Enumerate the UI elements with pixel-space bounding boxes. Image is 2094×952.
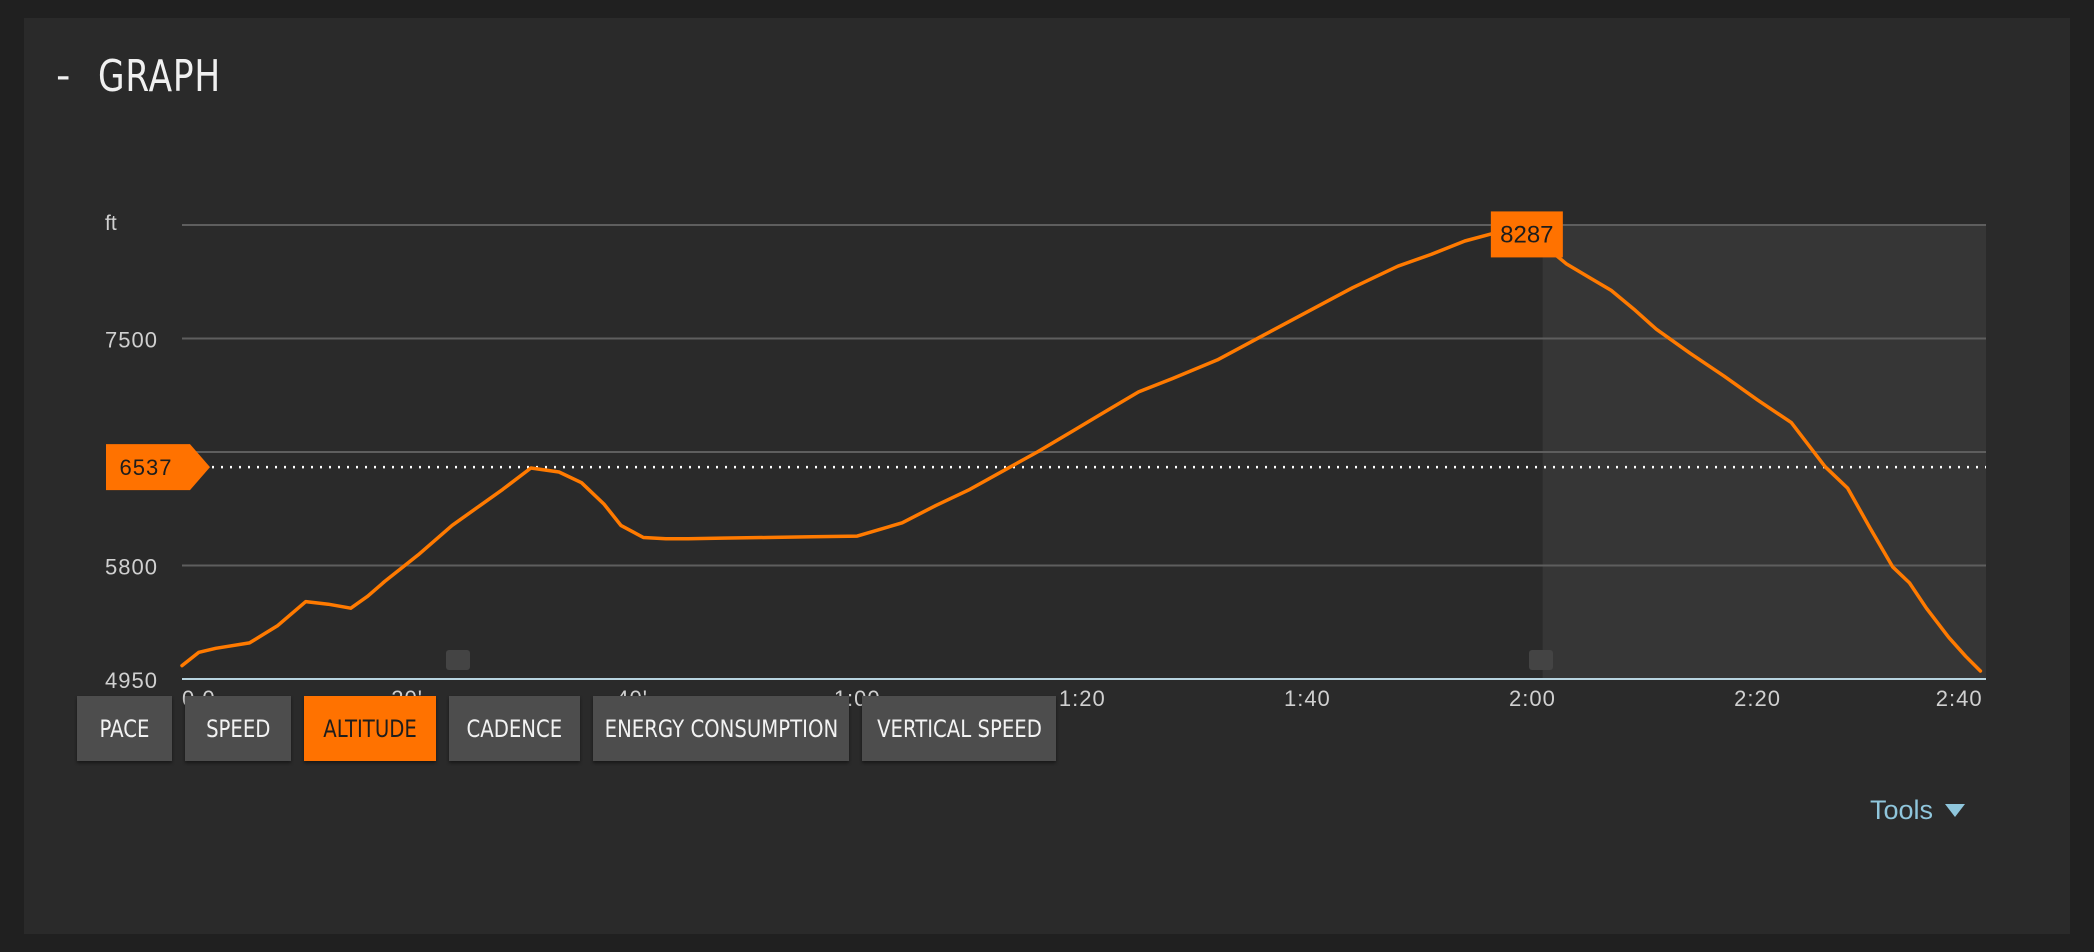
panel-title: GRAPH: [98, 50, 222, 102]
tools-label: Tools: [1870, 795, 1934, 825]
peak-value-label: 8287: [1500, 221, 1553, 248]
tab-label: VERTICAL SPEED: [876, 714, 1042, 743]
y-tick-label: 7500: [105, 328, 158, 353]
y-axis-unit-label: ft: [105, 212, 117, 235]
x-tick-label: 2:00: [1509, 686, 1556, 711]
x-tick-label: 2:20: [1734, 686, 1781, 711]
tab-label: ALTITUDE: [323, 714, 417, 743]
tab-altitude[interactable]: ALTITUDE: [304, 696, 436, 761]
reference-value-flag: [106, 444, 210, 491]
tab-label: PACE: [99, 714, 150, 743]
tab-label: SPEED: [205, 714, 271, 743]
caret-down-icon: [1945, 804, 1966, 817]
tab-vertical-speed[interactable]: VERTICAL SPEED: [862, 696, 1056, 761]
metric-tabs: PACE SPEED ALTITUDE CADENCE ENERGY CONSUMPTI…: [77, 696, 1056, 761]
tab-cadence[interactable]: CADENCE: [449, 696, 580, 761]
tab-speed[interactable]: SPEED: [185, 696, 291, 761]
tab-label: CADENCE: [466, 714, 563, 743]
panel-header: - GRAPH: [56, 48, 256, 104]
tab-label: ENERGY CONSUMPTION: [604, 714, 838, 743]
y-tick-label: 4950: [105, 668, 158, 693]
collapse-toggle[interactable]: -: [56, 53, 71, 99]
tools-menu-button[interactable]: Tools: [1870, 795, 1966, 826]
peak-value-flag: [1490, 211, 1563, 258]
range-handle-left: [446, 650, 470, 670]
x-tick-label: 2:40: [1936, 686, 1983, 711]
reference-value-label: 6537: [120, 455, 173, 480]
x-tick-label: 1:20: [1059, 686, 1106, 711]
tab-energy-consumption[interactable]: ENERGY CONSUMPTION: [593, 696, 849, 761]
x-tick-label: 1:40: [1284, 686, 1331, 711]
altitude-series-line: [180, 231, 1983, 673]
y-tick-label: 5800: [105, 555, 158, 580]
tab-pace[interactable]: PACE: [77, 696, 172, 761]
range-handle-right: [1529, 650, 1553, 670]
